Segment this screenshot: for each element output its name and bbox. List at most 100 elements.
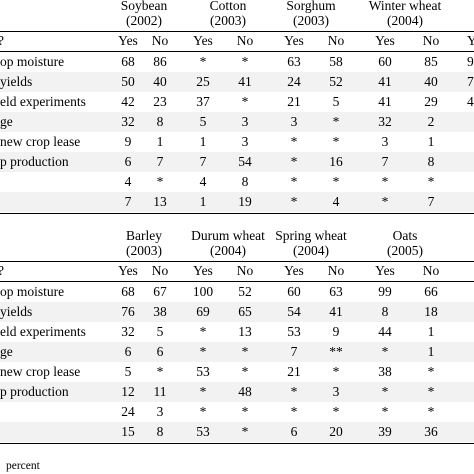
- table1-cell-no: 52: [329, 74, 343, 89]
- table2-row-band: [0, 302, 474, 322]
- table2-cell-yes: 54: [287, 304, 301, 319]
- table1-row-band: [0, 92, 474, 112]
- table2-cell-yes: 5: [124, 364, 132, 379]
- table1-crop-name: Cotton: [209, 0, 247, 13]
- table2-cell-no: 8: [156, 424, 164, 439]
- table2-crop-name: Durum wheat: [191, 228, 265, 243]
- table2-cell-no: 67: [153, 284, 167, 299]
- table1-cell-yes: 21: [287, 94, 301, 109]
- table2-cell-yes: 21: [287, 364, 301, 379]
- table1-row-band: [0, 52, 474, 72]
- table1-rule-top: [0, 31, 474, 32]
- table2-cell-yes: 6: [290, 424, 298, 439]
- table2-cell-no: 1: [427, 324, 435, 339]
- table2-cell-yes: 100: [192, 284, 214, 299]
- table2-cell-no: 18: [424, 304, 438, 319]
- table1-no-header: No: [327, 33, 345, 48]
- table1-no-header: No: [236, 33, 254, 48]
- table1-yes-header: Yes: [284, 33, 304, 48]
- table1-cell-no: *: [332, 174, 340, 189]
- table1-cell-no: 1: [427, 134, 435, 149]
- table1-row-label: op moisture: [0, 54, 65, 69]
- table1-cell-no: 3: [241, 114, 249, 129]
- table1-cell-yes: 41: [378, 94, 392, 109]
- table2-cell-yes: 39: [378, 424, 392, 439]
- table2-cell-yes: *: [381, 384, 389, 399]
- table2-cell-no: 38: [153, 304, 167, 319]
- table1-row-band: [0, 132, 474, 152]
- table1-yes-header: Yes: [193, 33, 213, 48]
- table1-cell-yes: 60: [378, 54, 392, 69]
- table2-cell-no: 48: [238, 384, 252, 399]
- table2-cell-no: 6: [156, 344, 164, 359]
- table2-row-label: eld experiments: [0, 324, 86, 339]
- table2-crop-year: (2005): [387, 243, 423, 258]
- table1-cell-yes: *: [290, 134, 298, 149]
- table2-cell-yes: *: [290, 384, 298, 399]
- table2-cell-yes: 8: [381, 304, 389, 319]
- table1-cell-yes: 50: [121, 74, 135, 89]
- table1-cell-no: 85: [424, 54, 438, 69]
- table2-cell-yes: 53: [287, 324, 301, 339]
- table2-row-band: [0, 382, 474, 402]
- table1-cell-no: 5: [332, 94, 340, 109]
- table1-cell-no: *: [156, 174, 164, 189]
- table2-yes-header: Yes: [118, 263, 138, 278]
- table2-rule-bottom: [0, 443, 474, 444]
- table2-cell-no: 36: [424, 424, 438, 439]
- table2-crop-name: Spring wheat: [275, 228, 347, 243]
- table1-cell-yes: 7: [381, 154, 389, 169]
- table1-extra-header: Y: [467, 33, 474, 48]
- table2-cell-no: 52: [238, 284, 252, 299]
- table1-cell-no: 13: [153, 194, 167, 209]
- table1-cell-yes: 3: [290, 114, 298, 129]
- table1-row-band: [0, 72, 474, 92]
- table1-cell-yes: 1: [199, 194, 207, 209]
- table2-yes-header: Yes: [284, 263, 304, 278]
- table1-crop-year: (2004): [387, 13, 423, 28]
- table1-yes-header: Yes: [375, 33, 395, 48]
- table2-cell-no: 65: [238, 304, 252, 319]
- table2-cell-no: *: [241, 364, 249, 379]
- table2-cell-no: 3: [332, 384, 340, 399]
- table1-cell-no: *: [332, 134, 340, 149]
- table2-cell-no: 11: [153, 384, 167, 399]
- table1-yes-header: Yes: [118, 33, 138, 48]
- table2-cell-yes: 32: [121, 324, 135, 339]
- table1-cell-no: 1: [156, 134, 164, 149]
- table1-row-band: [0, 112, 474, 132]
- table1-cell-yes: 7: [124, 194, 132, 209]
- table2-cell-yes: 15: [121, 424, 135, 439]
- table1-cell-no: 40: [424, 74, 438, 89]
- table1-cell-yes: 7: [199, 154, 207, 169]
- table1-cell-yes: *: [290, 174, 298, 189]
- table2-cell-yes: *: [199, 344, 207, 359]
- table2-cell-yes: *: [381, 344, 389, 359]
- table1-row-label: eld experiments: [0, 94, 86, 109]
- table1-cell-no: 2: [427, 114, 435, 129]
- table2-cell-no: *: [332, 404, 340, 419]
- table1-cell-yes: 63: [287, 54, 301, 69]
- table1-cell-yes: 32: [378, 114, 392, 129]
- table1-cell-yes: 4: [199, 174, 207, 189]
- table2-no-header: No: [236, 263, 254, 278]
- table2-no-header: No: [422, 263, 440, 278]
- table2-cell-no: 66: [424, 284, 438, 299]
- table2-cell-yes: 12: [121, 384, 135, 399]
- table2-cell-no: *: [427, 384, 435, 399]
- table1-cell-yes: 24: [287, 74, 301, 89]
- table1-crop-name: Soybean: [120, 0, 168, 13]
- table1-crop-year: (2002): [126, 13, 162, 28]
- table2-cell-yes: 44: [378, 324, 392, 339]
- table2-cell-yes: 53: [196, 424, 210, 439]
- table1-cell-yes: 6: [124, 154, 132, 169]
- table2-cell-no: *: [332, 364, 340, 379]
- table2-row-band: [0, 362, 474, 382]
- table2-row-band: [0, 322, 474, 342]
- table2-no-header: No: [327, 263, 345, 278]
- table2-cell-no: 1: [427, 344, 435, 359]
- table1-cell-yes: 37: [196, 94, 210, 109]
- table1-cell-no: 7: [156, 154, 164, 169]
- table2-yes-header: Yes: [193, 263, 213, 278]
- table1-cell-no: 8: [241, 174, 249, 189]
